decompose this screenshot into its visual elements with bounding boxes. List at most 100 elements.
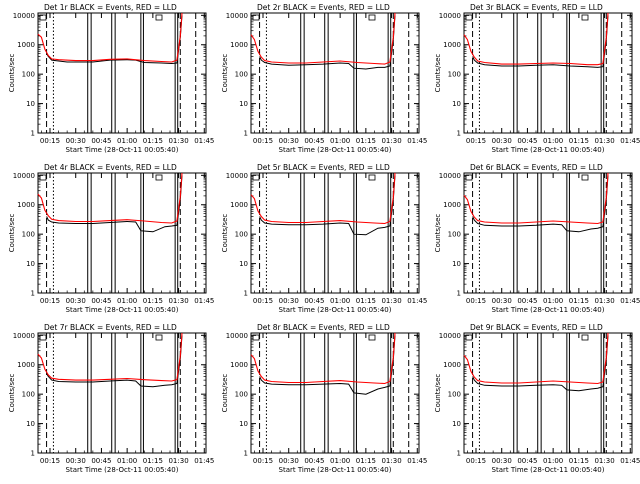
panel-5-y-tick-label: 1000 (230, 201, 248, 209)
panel-2-y-tick-label: 100 (235, 71, 248, 79)
panel-1-events-series-line (46, 15, 183, 65)
panel-9-corner-box-right (581, 334, 589, 341)
panel-9-corner-box-left (465, 334, 473, 341)
panel-9-y-tick-label: 10 (452, 420, 461, 428)
panel-7-events-series-line (46, 335, 183, 388)
panel-7-y-tick-label: 100 (22, 391, 35, 399)
panel-4-title: Det 4r BLACK = Events, RED = LLD (44, 163, 177, 172)
panel-7-y-tick-label: 10000 (13, 332, 35, 340)
panel-3-y-tick-label: 1000 (443, 41, 461, 49)
panel-7-x-tick-label: 01:45 (194, 457, 214, 465)
panel-5-y-tick-label: 100 (235, 231, 248, 239)
panel-4-x-tick-label: 00:45 (91, 297, 111, 305)
panel-4-y-tick-label: 100 (22, 231, 35, 239)
panel-5-x-tick-label: 01:15 (356, 297, 376, 305)
panel-9-x-tick-label: 00:15 (466, 457, 486, 465)
panel-9-y-tick-label: 100 (448, 391, 461, 399)
panel-3-lld-series-line (463, 12, 609, 66)
panel-9-y-tick-label: 10000 (439, 332, 461, 340)
panel-8-frame (250, 332, 420, 454)
panel-9-events-series-line (472, 335, 609, 392)
panel-1-lld-series-line (37, 12, 183, 63)
panel-3-x-tick-label: 00:45 (517, 137, 537, 145)
panel-7-title: Det 7r BLACK = Events, RED = LLD (44, 323, 177, 332)
panel-2-x-tick-label: 01:15 (356, 137, 376, 145)
panel-4-corner-box-right (155, 174, 163, 181)
panel-5-x-tick-label: 01:45 (407, 297, 427, 305)
panel-6-corner-box-right (581, 174, 589, 181)
panel-4-y-tick-label: 1 (31, 290, 35, 298)
panel-1-y-tick-label: 1 (31, 130, 35, 138)
panel-8-y-axis-label: Counts/sec (221, 374, 229, 413)
panel-8-corner-box-left (252, 334, 260, 341)
panel-5-y-tick-label: 10 (239, 260, 248, 268)
panel-9-x-tick-label: 01:30 (594, 457, 614, 465)
panel-1-x-tick-label: 01:15 (143, 137, 163, 145)
panel-1-x-tick-label: 00:15 (40, 137, 60, 145)
panel-6-y-tick-label: 100 (448, 231, 461, 239)
panel-4-x-tick-label: 01:30 (168, 297, 188, 305)
panel-1-x-tick-label: 00:30 (66, 137, 86, 145)
panel-6-frame (463, 172, 633, 294)
panel-3-y-tick-label: 1 (457, 130, 461, 138)
panel-2-x-tick-label: 00:45 (304, 137, 324, 145)
panel-9-y-tick-label: 1 (457, 450, 461, 458)
panel-3-corner-box-right (581, 14, 589, 21)
panel-2-y-tick-label: 1 (244, 130, 248, 138)
panel-3-x-tick-label: 00:30 (492, 137, 512, 145)
panel-8-x-tick-label: 00:15 (253, 457, 273, 465)
panel-8-x-tick-label: 00:45 (304, 457, 324, 465)
panel-6-events-series-line (472, 175, 609, 233)
panel-1-title: Det 1r BLACK = Events, RED = LLD (44, 3, 177, 12)
panel-6-x-tick-label: 00:45 (517, 297, 537, 305)
panel-8-y-tick-label: 1 (244, 450, 248, 458)
panel-6-y-tick-label: 10 (452, 260, 461, 268)
panel-9-y-axis-label: Counts/sec (434, 374, 442, 413)
panel-3-corner-box-left (465, 14, 473, 21)
panel-9-x-tick-label: 01:45 (620, 457, 640, 465)
panel-5-y-tick-label: 10000 (226, 172, 248, 180)
panel-3-x-tick-label: 01:00 (543, 137, 563, 145)
panel-4-corner-box-left (39, 174, 47, 181)
panel-1-corner-box-right (155, 14, 163, 21)
panel-8-corner-box-right (368, 334, 376, 341)
panel-9-y-tick-label: 1000 (443, 361, 461, 369)
panel-2-y-tick-label: 10000 (226, 12, 248, 20)
panel-4-x-axis-label: Start Time (28-Oct-11 00:05:40) (66, 306, 179, 314)
panel-8-x-tick-label: 01:30 (381, 457, 401, 465)
panel-1-y-axis-label: Counts/sec (8, 54, 16, 93)
panel-7-x-axis-label: Start Time (28-Oct-11 00:05:40) (66, 466, 179, 474)
panel-6-x-tick-label: 01:30 (594, 297, 614, 305)
panel-2-events-series-line (259, 15, 396, 70)
panel-7-x-tick-label: 01:30 (168, 457, 188, 465)
panel-2-corner-box-left (252, 14, 260, 21)
panel-8-x-tick-label: 01:15 (356, 457, 376, 465)
panel-6-x-tick-label: 00:15 (466, 297, 486, 305)
panel-8-x-axis-label: Start Time (28-Oct-11 00:05:40) (279, 466, 392, 474)
panel-7-y-tick-label: 1000 (17, 361, 35, 369)
panel-3-y-tick-label: 10 (452, 100, 461, 108)
panel-6-x-tick-label: 01:45 (620, 297, 640, 305)
panel-6-corner-box-left (465, 174, 473, 181)
panel-5-corner-box-left (252, 174, 260, 181)
panel-7-corner-box-right (155, 334, 163, 341)
panel-4-events-series-line (46, 175, 183, 233)
panel-7-x-tick-label: 01:15 (143, 457, 163, 465)
panel-3-x-tick-label: 01:30 (594, 137, 614, 145)
panel-6-x-axis-label: Start Time (28-Oct-11 00:05:40) (492, 306, 605, 314)
panel-2-lld-series-line (250, 12, 396, 65)
panel-4-lld-series-line (37, 172, 183, 224)
panel-1-x-tick-label: 01:30 (168, 137, 188, 145)
panel-8-events-series-line (259, 335, 396, 395)
panel-4-y-axis-label: Counts/sec (8, 214, 16, 253)
panel-8-title: Det 8r BLACK = Events, RED = LLD (257, 323, 390, 332)
panel-9-title: Det 9r BLACK = Events, RED = LLD (470, 323, 603, 332)
panel-2-title: Det 2r BLACK = Events, RED = LLD (257, 3, 390, 12)
panel-7-frame (37, 332, 207, 454)
panel-3-x-tick-label: 00:15 (466, 137, 486, 145)
panel-6-y-tick-label: 10000 (439, 172, 461, 180)
panel-4-x-tick-label: 01:45 (194, 297, 214, 305)
panel-7-x-tick-label: 00:15 (40, 457, 60, 465)
panel-2-corner-box-right (368, 14, 376, 21)
